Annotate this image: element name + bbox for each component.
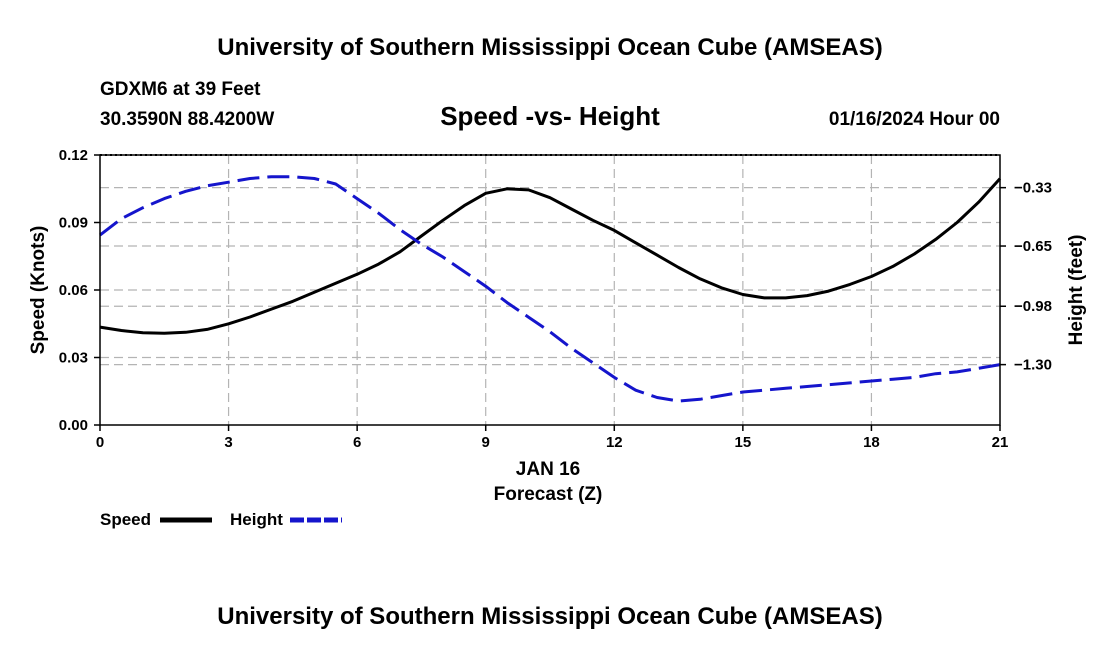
x-tick-label: 6 (353, 434, 361, 451)
y2-tick-label: −0.33 (1014, 180, 1052, 197)
y-tick-label: 0.06 (59, 282, 88, 299)
chart-header-title: University of Southern Mississippi Ocean… (217, 34, 882, 61)
y2-tick-label: −0.65 (1014, 238, 1052, 255)
station-label: GDXM6 at 39 Feet (100, 79, 261, 100)
x-tick-label: 0 (96, 434, 104, 451)
series-layer (99, 175, 1002, 403)
legend: Speed Height (100, 510, 342, 529)
y2-tick-label: −0.98 (1014, 298, 1052, 315)
y-tick-label: 0.00 (59, 417, 88, 434)
x-axis-label: Forecast (Z) (494, 484, 603, 505)
legend-speed-label: Speed (100, 510, 151, 529)
location-label: 30.3590N 88.4200W (100, 109, 274, 130)
legend-height-label: Height (230, 510, 283, 529)
x-tick-label: 3 (224, 434, 232, 451)
chart-title: Speed -vs- Height (440, 101, 660, 131)
x-axis-date-label: JAN 16 (516, 459, 580, 480)
x-tick-label: 12 (606, 434, 623, 451)
x-tick-label: 21 (992, 434, 1009, 451)
x-tick-label: 9 (482, 434, 490, 451)
datetime-label: 01/16/2024 Hour 00 (829, 109, 1000, 130)
series-line-speed (99, 177, 1002, 335)
y-axis-label: Speed (Knots) (28, 226, 49, 355)
y-tick-label: 0.03 (59, 350, 88, 367)
grid-lines (100, 155, 1000, 425)
y2-tick-label: −1.30 (1014, 357, 1052, 374)
y-tick-label: 0.09 (59, 215, 88, 232)
y2-axis-label: Height (feet) (1066, 235, 1087, 346)
series-line-height (99, 175, 1001, 403)
axis-ticks: 0 3 6 9 12 15 18 21 0.00 0.03 0.06 0.09 0.12 −1.30 −0.… (59, 147, 1052, 451)
y-tick-label: 0.12 (59, 147, 88, 164)
x-tick-label: 15 (735, 434, 752, 451)
footer-title: University of Southern Mississippi Ocean… (217, 603, 882, 630)
x-tick-label: 18 (863, 434, 880, 451)
